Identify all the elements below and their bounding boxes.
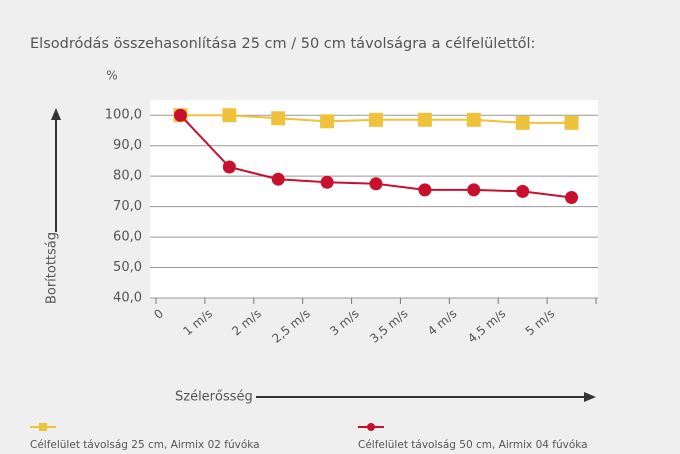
y-arrow-head xyxy=(51,108,61,120)
point xyxy=(222,160,236,174)
point xyxy=(516,184,530,198)
point xyxy=(515,115,530,130)
point xyxy=(222,108,237,123)
y-tick-label: 50,0 xyxy=(113,260,142,275)
y-tick-label: 90,0 xyxy=(113,138,142,153)
x-axis-label: Szélerősség xyxy=(175,390,253,405)
chart-title: Elsodródás összehasonlítása 25 cm / 50 c… xyxy=(30,36,535,52)
point xyxy=(466,112,481,127)
point xyxy=(369,177,383,191)
point xyxy=(173,108,187,122)
point xyxy=(418,183,432,197)
point xyxy=(320,114,335,129)
point xyxy=(271,111,286,126)
x-arrow-head xyxy=(584,392,596,402)
point xyxy=(467,183,481,197)
y-tick-label: 60,0 xyxy=(113,230,142,245)
y-tick-label: 80,0 xyxy=(113,169,142,184)
point xyxy=(320,175,334,189)
plot-area xyxy=(150,100,598,298)
point xyxy=(565,190,579,204)
point xyxy=(564,115,579,130)
point xyxy=(271,172,285,186)
legend-marker xyxy=(367,423,375,431)
point xyxy=(417,112,432,127)
y-tick-label: 70,0 xyxy=(113,199,142,214)
y-unit: % xyxy=(106,69,117,83)
point xyxy=(369,112,383,127)
y-tick-label: 100,0 xyxy=(105,108,142,123)
y-axis-label: Borítottság xyxy=(45,232,60,304)
legend-label: Célfelület távolság 25 cm, Airmix 02 fúv… xyxy=(30,439,260,451)
y-tick-label: 40,0 xyxy=(113,291,142,306)
legend-label: Célfelület távolság 50 cm, Airmix 04 fúv… xyxy=(358,439,588,451)
legend-marker xyxy=(39,423,47,431)
